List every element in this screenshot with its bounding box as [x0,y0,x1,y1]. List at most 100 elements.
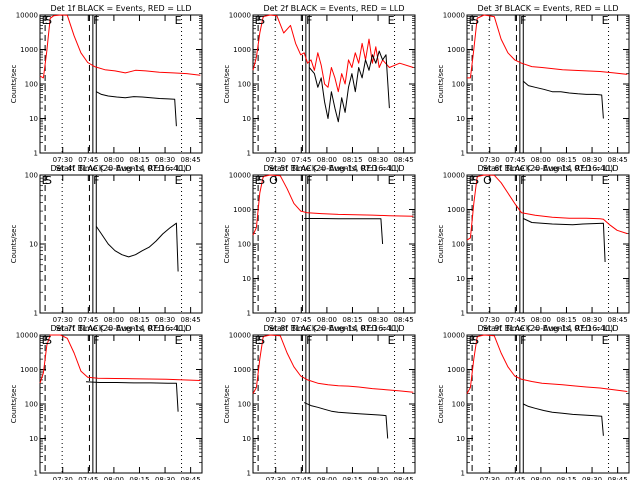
y-axis-label: Counts/sec [437,225,445,264]
phase-marker-label: O [269,174,278,187]
lld-series-line [252,334,414,394]
x-tick-label: 07:45 [78,476,98,480]
x-axis-label: Start Time (20-Aug-14 07:16:40) [269,164,400,173]
x-tick-label: 07:30 [266,156,286,164]
phase-marker-label: E [388,334,395,347]
y-tick-label: 1000 [20,366,38,374]
x-tick-label: 08:45 [394,156,414,164]
x-tick-label: 08:15 [556,156,576,164]
phase-marker-label: E [175,334,182,347]
y-tick-label: 10000 [229,12,251,20]
phase-marker-label: F [520,334,526,347]
phase-marker-label: F [93,334,99,347]
events-series-line [308,50,390,123]
x-tick-label: 07:45 [78,156,98,164]
phase-marker-label: E [602,334,609,347]
x-tick-label: 07:30 [53,156,73,164]
x-tick-label: 07:45 [505,156,525,164]
x-tick-label: 08:00 [317,156,337,164]
x-tick-label: 08:30 [368,316,388,324]
x-tick-label: 08:45 [394,476,414,480]
x-axis-label: Start Time (20-Aug-14 07:16:40) [56,324,187,333]
x-tick-label: 07:45 [291,476,311,480]
y-tick-label: 100 [25,172,38,180]
panel-4: Det 4f BLACK = Events, RED = LLD 1 10 100 07… [10,164,203,333]
x-tick-label: 08:15 [556,316,576,324]
x-tick-label: 08:00 [104,156,124,164]
y-tick-label: 1000 [447,366,465,374]
x-tick-label: 08:30 [582,156,602,164]
x-tick-label: 08:30 [368,476,388,480]
x-tick-label: 08:45 [394,316,414,324]
panel-title: Det 1f BLACK = Events, RED = LLD [50,4,191,13]
phase-marker-label: F [520,14,526,27]
x-tick-label: 08:45 [608,476,628,480]
y-tick-label: 10 [456,435,465,443]
y-tick-label: 10 [29,115,38,123]
y-axis-label: Counts/sec [223,65,231,104]
x-tick-label: 08:45 [181,156,201,164]
phase-marker-label: F [306,174,312,187]
panel-title: Det 8f BLACK = Events, RED = LLD [263,324,404,333]
x-tick-label: 08:45 [181,316,201,324]
events-series-line [522,80,604,119]
y-tick-label: 10 [242,115,251,123]
y-tick-label: 100 [452,241,465,249]
y-axis-label: Counts/sec [10,385,18,424]
phase-marker-label: E [602,174,609,187]
x-tick-label: 08:30 [368,156,388,164]
events-series-line [96,91,177,127]
phase-marker-label: E [42,14,49,27]
panel-2: Det 2f BLACK = Events, RED = LLD 1 10 100 10… [223,4,416,173]
panel-1: Det 1f BLACK = Events, RED = LLD 1 10 100 10… [10,4,203,173]
lld-series-line [39,14,201,79]
events-series-line [523,218,606,263]
phase-marker-label: E [42,334,49,347]
x-tick-label: 07:30 [266,316,286,324]
x-axis-label: Start Time (20-Aug-14 07:16:40) [483,164,614,173]
phase-marker-label: E [255,174,262,187]
phase-marker-label: S [45,174,52,187]
x-tick-label: 08:15 [129,476,149,480]
y-tick-label: 1000 [233,206,251,214]
phase-marker-label: E [255,14,262,27]
plot-frame [39,14,203,154]
y-tick-label: 10000 [229,172,251,180]
y-tick-label: 10 [29,435,38,443]
x-tick-label: 07:30 [53,316,73,324]
y-tick-label: 1000 [447,46,465,54]
panel-7: Det 7f BLACK = Events, RED = LLD 1 10 100 10… [10,324,203,480]
phase-marker-label: F [306,334,312,347]
x-tick-label: 08:15 [129,156,149,164]
y-axis-label: Counts/sec [223,385,231,424]
plot-frame [39,174,203,314]
events-series-line [523,403,604,436]
plot-frame [252,14,416,154]
y-tick-label: 100 [452,81,465,89]
panel-title: Det 7f BLACK = Events, RED = LLD [50,324,191,333]
phase-marker-label: E [255,334,262,347]
phase-marker-label: S [258,14,265,27]
events-series-line [85,381,179,412]
phase-marker-label: F [306,14,312,27]
x-tick-label: 07:30 [480,316,500,324]
panel-title: Det 6f BLACK = Events, RED = LLD [477,164,618,173]
x-tick-label: 08:00 [531,476,551,480]
phase-marker-label: O [483,174,492,187]
panel-title: Det 4f BLACK = Events, RED = LLD [50,164,191,173]
plot-frame [252,174,416,314]
plot-frame [466,14,630,154]
x-axis-label: Start Time (20-Aug-14 07:16:40) [56,164,187,173]
phase-marker-label: E [602,14,609,27]
panel-8: Det 8f BLACK = Events, RED = LLD 1 10 100 10… [223,324,416,480]
y-axis-label: Counts/sec [10,225,18,264]
x-axis-label: Start Time (20-Aug-14 07:16:40) [483,324,614,333]
panel-title: Det 5f BLACK = Events, RED = LLD [263,164,404,173]
y-axis-label: Counts/sec [437,65,445,104]
panel-6: Det 6f BLACK = Events, RED = LLD 1 10 100 10… [437,164,630,333]
y-tick-label: 100 [238,81,251,89]
y-tick-label: 1 [34,150,38,158]
panel-5: Det 5f BLACK = Events, RED = LLD 1 10 100 10… [223,164,416,333]
y-tick-label: 1 [34,470,38,478]
y-tick-label: 100 [25,401,38,409]
